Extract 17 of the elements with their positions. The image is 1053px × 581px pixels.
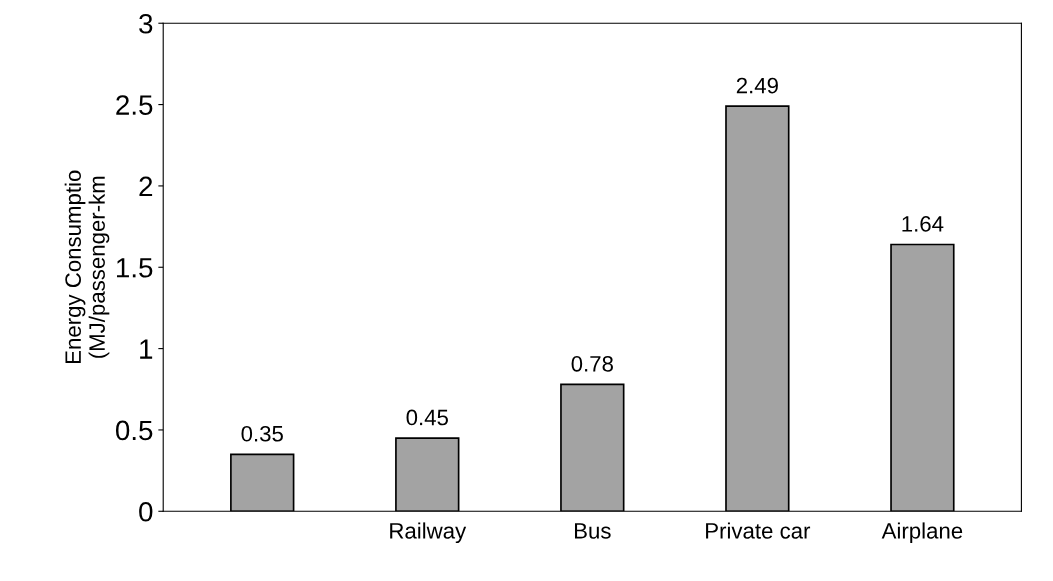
x-tick-label: Airplane [881, 522, 963, 544]
y-tick-label: 0 [139, 501, 153, 522]
data-label: 1.64 [902, 216, 944, 232]
x-tick-label: Bus [574, 523, 611, 539]
y-tick-label: 2.5 [116, 95, 153, 115]
y-tick-label: 2 [139, 176, 153, 196]
y-axis-title: Energy Consumptio (MJ/passenger-km [64, 170, 110, 364]
data-label: 0.45 [406, 409, 448, 426]
data-label: 0.35 [241, 425, 283, 442]
x-tick-label: Railway [390, 522, 467, 544]
data-label: 0.78 [571, 355, 613, 372]
y-tick-label: 3 [139, 13, 153, 34]
data-label: 2.49 [736, 77, 778, 94]
y-tick-label: 1 [140, 339, 153, 359]
y-tick-label: 0.5 [115, 420, 153, 441]
y-tick-label: 1.5 [117, 258, 153, 278]
x-tick-label: Private car [706, 522, 811, 539]
